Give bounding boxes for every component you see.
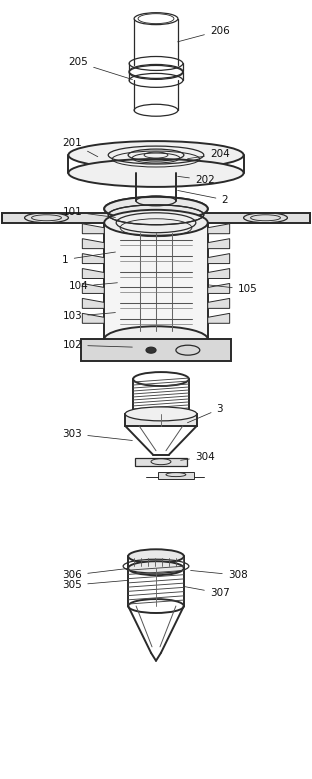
Polygon shape — [82, 298, 104, 308]
Text: 102: 102 — [62, 340, 132, 351]
Ellipse shape — [104, 197, 208, 220]
Text: 1: 1 — [62, 252, 115, 265]
Polygon shape — [82, 254, 104, 263]
Polygon shape — [208, 284, 230, 294]
Text: 307: 307 — [185, 587, 230, 598]
Ellipse shape — [68, 159, 244, 187]
Polygon shape — [208, 238, 230, 249]
Polygon shape — [82, 269, 104, 279]
Ellipse shape — [104, 197, 208, 220]
Ellipse shape — [128, 549, 184, 563]
Polygon shape — [82, 238, 104, 249]
Bar — [135, 458, 187, 466]
Polygon shape — [208, 224, 230, 234]
Polygon shape — [208, 298, 230, 308]
Text: 105: 105 — [207, 284, 257, 294]
Text: 204: 204 — [188, 149, 230, 159]
Ellipse shape — [68, 141, 244, 169]
Polygon shape — [82, 284, 104, 294]
Text: 101: 101 — [62, 206, 115, 217]
Polygon shape — [208, 313, 230, 323]
Text: 303: 303 — [62, 428, 132, 440]
Text: 206: 206 — [178, 26, 230, 42]
Text: 104: 104 — [68, 281, 117, 291]
Text: 306: 306 — [62, 569, 127, 580]
Ellipse shape — [125, 407, 197, 421]
Text: 305: 305 — [62, 580, 127, 590]
Ellipse shape — [128, 561, 184, 575]
Text: 308: 308 — [191, 570, 247, 580]
Polygon shape — [104, 223, 208, 339]
Ellipse shape — [146, 347, 156, 353]
Bar — [81, 339, 231, 361]
Text: 103: 103 — [62, 312, 115, 321]
Polygon shape — [2, 213, 310, 223]
Polygon shape — [82, 313, 104, 323]
Polygon shape — [208, 254, 230, 263]
Text: 304: 304 — [181, 452, 215, 462]
Text: 3: 3 — [188, 404, 223, 423]
Polygon shape — [82, 224, 104, 234]
Polygon shape — [208, 269, 230, 279]
Ellipse shape — [104, 210, 208, 236]
Bar — [158, 471, 194, 478]
Text: 2: 2 — [178, 190, 228, 205]
Text: 202: 202 — [178, 175, 215, 185]
Text: 205: 205 — [68, 58, 133, 79]
Ellipse shape — [104, 326, 208, 352]
Bar — [125, 414, 197, 426]
Text: 201: 201 — [62, 138, 98, 157]
